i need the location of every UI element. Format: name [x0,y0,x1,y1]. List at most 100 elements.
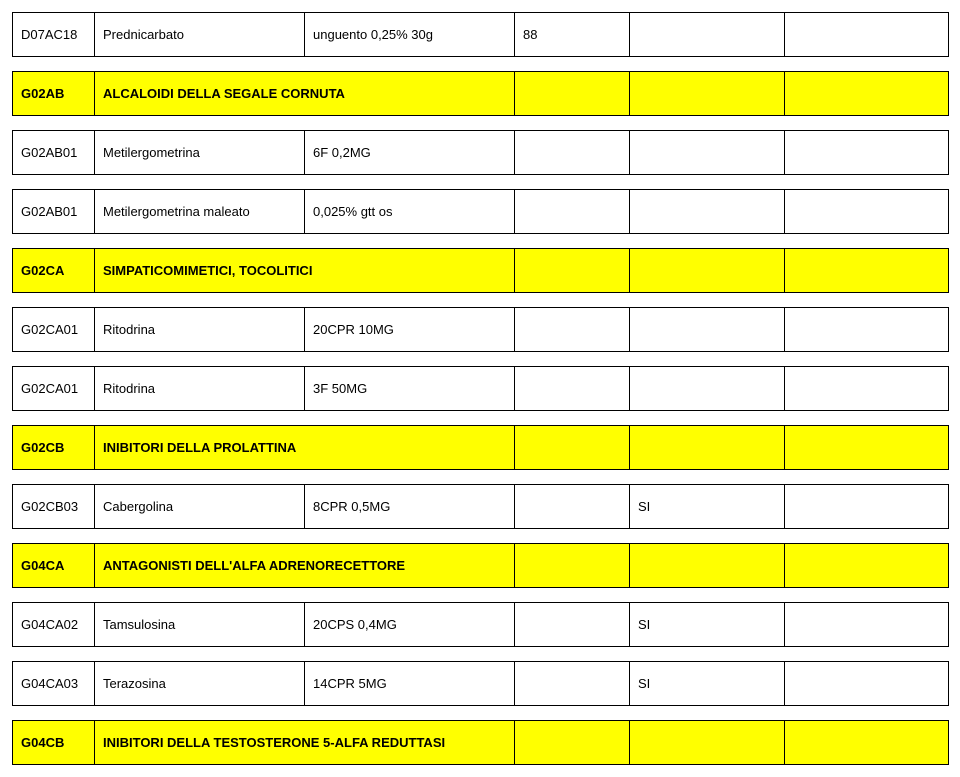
spacer-row [13,647,949,662]
flag-col [630,131,785,175]
substance-name: Metilergometrina maleato [95,190,305,234]
table-row: G02CA01Ritodrina3F 50MG [13,367,949,411]
spacer-row [13,175,949,190]
category-title: INIBITORI DELLA TESTOSTERONE 5-ALFA REDU… [95,721,515,765]
substance-name: Ritodrina [95,308,305,352]
substance-name: Terazosina [95,662,305,706]
form-strength: 20CPR 10MG [305,308,515,352]
drug-table: D07AC18Prednicarbatounguento 0,25% 30g88… [12,12,949,765]
atc-code: G02CA01 [13,308,95,352]
atc-code: G04CA03 [13,662,95,706]
table-row: D07AC18Prednicarbatounguento 0,25% 30g88 [13,13,949,57]
atc-code: G02AB01 [13,131,95,175]
substance-name: Ritodrina [95,367,305,411]
extra-col [785,131,949,175]
category-code: G02CA [13,249,95,293]
cell [515,721,630,765]
cell [785,249,949,293]
table-row: G04CA03Terazosina14CPR 5MG SI [13,662,949,706]
form-strength: 6F 0,2MG [305,131,515,175]
flag-col [630,308,785,352]
cell [515,544,630,588]
atc-code: G02CB03 [13,485,95,529]
spacer-row [13,57,949,72]
table-row: G02AB01Metilergometrina6F 0,2MG [13,131,949,175]
flag-col: SI [630,485,785,529]
category-title: ANTAGONISTI DELL'ALFA ADRENORECETTORE [95,544,515,588]
flag-col [630,367,785,411]
form-strength: unguento 0,25% 30g [305,13,515,57]
note-col [515,308,630,352]
spacer-row [13,529,949,544]
category-title: ALCALOIDI DELLA SEGALE CORNUTA [95,72,515,116]
table-row: G02AB01Metilergometrina maleato0,025% gt… [13,190,949,234]
cell [785,72,949,116]
category-code: G04CA [13,544,95,588]
cell [515,72,630,116]
spacer-row [13,588,949,603]
extra-col [785,13,949,57]
note-col: 88 [515,13,630,57]
category-code: G02CB [13,426,95,470]
flag-col: SI [630,603,785,647]
atc-code: G02AB01 [13,190,95,234]
section-header-row: G02CASIMPATICOMIMETICI, TOCOLITICI [13,249,949,293]
table-row: G02CA01Ritodrina20CPR 10MG [13,308,949,352]
table-row: G02CB03Cabergolina8CPR 0,5MG SI [13,485,949,529]
cell [630,426,785,470]
extra-col [785,485,949,529]
extra-col [785,308,949,352]
spacer-row [13,352,949,367]
note-col [515,485,630,529]
category-code: G02AB [13,72,95,116]
cell [630,721,785,765]
section-header-row: G04CAANTAGONISTI DELL'ALFA ADRENORECETTO… [13,544,949,588]
form-strength: 20CPS 0,4MG [305,603,515,647]
spacer-row [13,470,949,485]
form-strength: 0,025% gtt os [305,190,515,234]
form-strength: 3F 50MG [305,367,515,411]
cell [785,721,949,765]
cell [515,426,630,470]
category-title: INIBITORI DELLA PROLATTINA [95,426,515,470]
spacer-row [13,116,949,131]
category-code: G04CB [13,721,95,765]
cell [785,426,949,470]
cell [630,544,785,588]
category-title: SIMPATICOMIMETICI, TOCOLITICI [95,249,515,293]
flag-col [630,190,785,234]
flag-col [630,13,785,57]
cell [785,544,949,588]
spacer-row [13,234,949,249]
cell [515,249,630,293]
extra-col [785,367,949,411]
note-col [515,131,630,175]
note-col [515,367,630,411]
section-header-row: G04CBINIBITORI DELLA TESTOSTERONE 5-ALFA… [13,721,949,765]
substance-name: Tamsulosina [95,603,305,647]
note-col [515,603,630,647]
spacer-row [13,293,949,308]
atc-code: D07AC18 [13,13,95,57]
spacer-row [13,706,949,721]
extra-col [785,190,949,234]
spacer-row [13,411,949,426]
cell [630,72,785,116]
extra-col [785,603,949,647]
note-col [515,662,630,706]
note-col [515,190,630,234]
table-body: D07AC18Prednicarbatounguento 0,25% 30g88… [13,13,949,765]
section-header-row: G02CBINIBITORI DELLA PROLATTINA [13,426,949,470]
extra-col [785,662,949,706]
atc-code: G04CA02 [13,603,95,647]
atc-code: G02CA01 [13,367,95,411]
form-strength: 8CPR 0,5MG [305,485,515,529]
flag-col: SI [630,662,785,706]
section-header-row: G02ABALCALOIDI DELLA SEGALE CORNUTA [13,72,949,116]
substance-name: Metilergometrina [95,131,305,175]
table-row: G04CA02Tamsulosina20CPS 0,4MG SI [13,603,949,647]
form-strength: 14CPR 5MG [305,662,515,706]
substance-name: Cabergolina [95,485,305,529]
cell [630,249,785,293]
substance-name: Prednicarbato [95,13,305,57]
